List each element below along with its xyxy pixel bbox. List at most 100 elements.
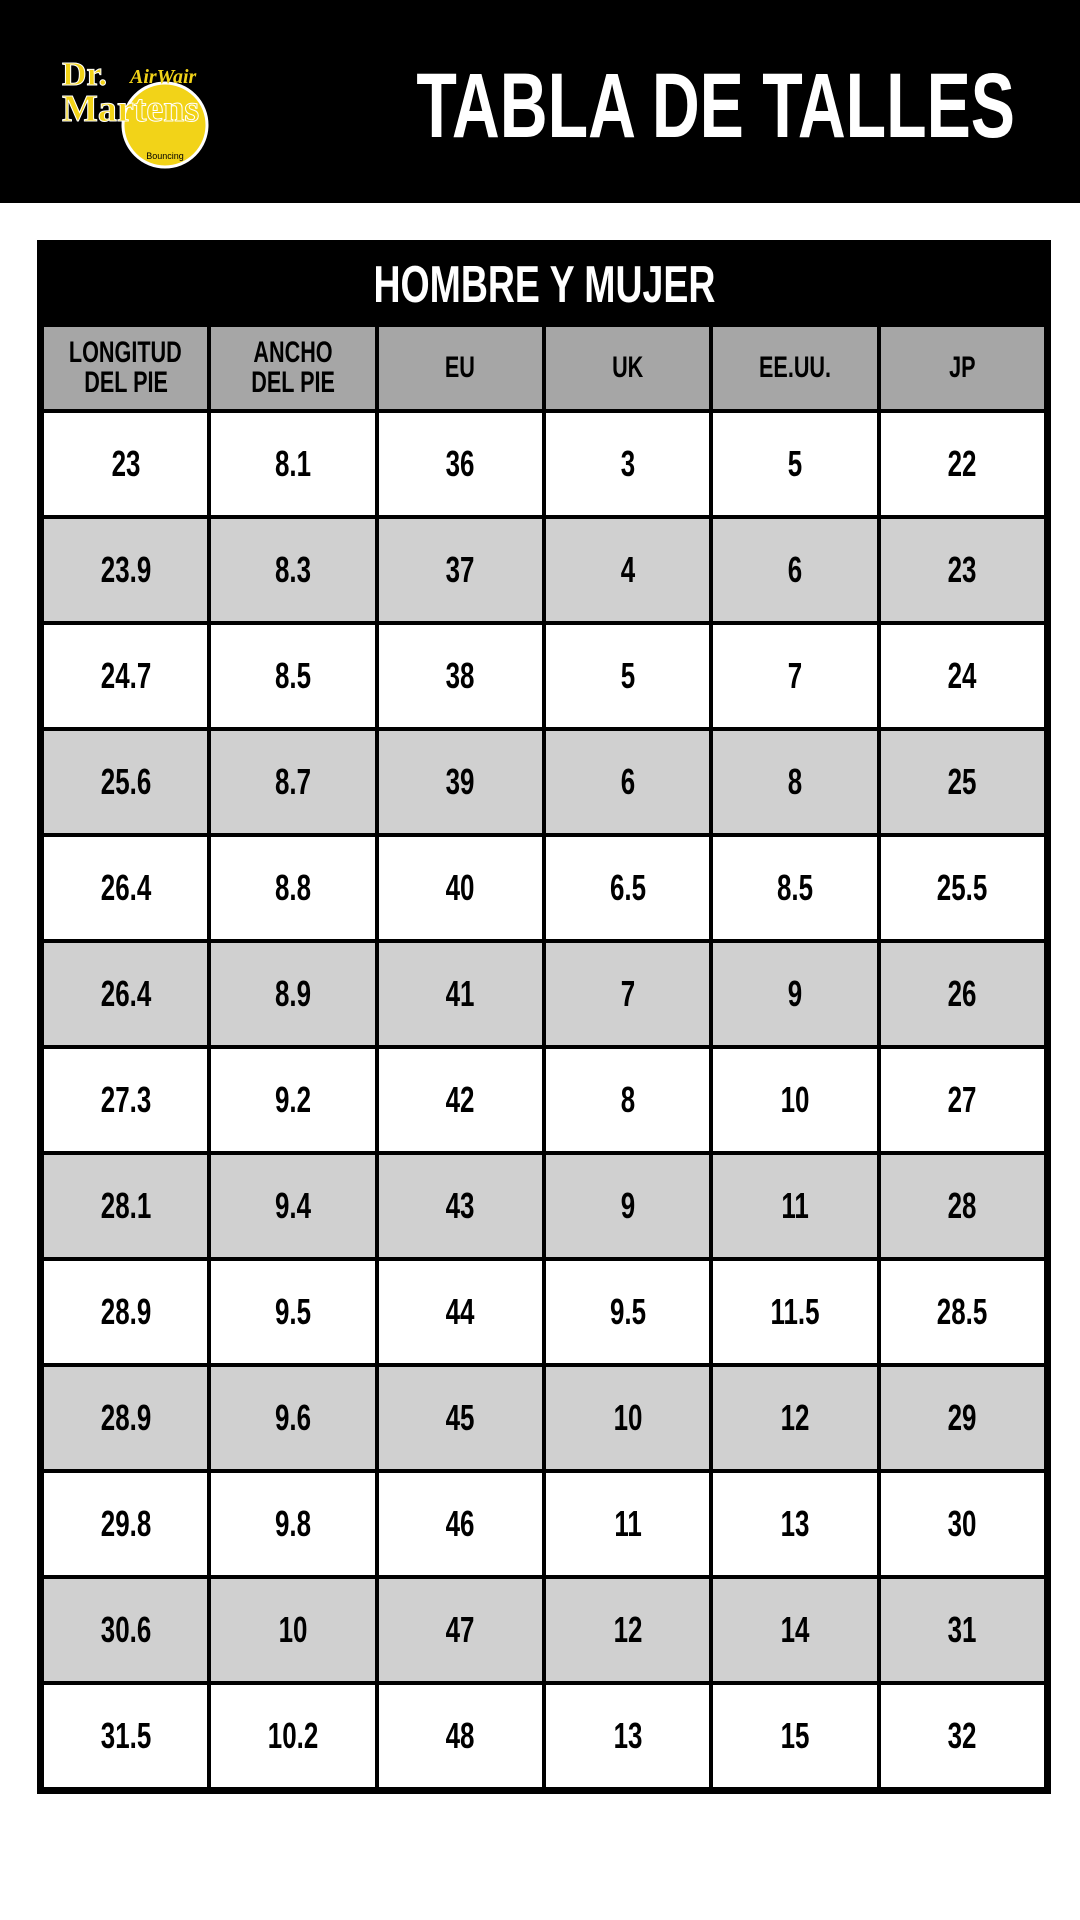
- cell-text: 28.9: [100, 1397, 151, 1438]
- header-line: ANCHO: [211, 338, 374, 368]
- header-bar: Dr. Martens AirWair Bouncing TABLA DE TA…: [0, 0, 1080, 203]
- cell-text: 11: [781, 1185, 809, 1226]
- cell-text: HOMBRE Y MUJER: [373, 256, 715, 314]
- table-cell: 10.2: [211, 1685, 375, 1787]
- cell-text: 8.7: [274, 761, 312, 802]
- cell-text: 41: [445, 973, 475, 1014]
- table-cell: 9.5: [545, 1261, 710, 1363]
- table-cell: 10: [713, 1049, 877, 1151]
- cell-text: DEL PIE: [251, 366, 335, 399]
- cell-text: 8.5: [274, 655, 312, 696]
- cell-text: 3: [620, 443, 635, 484]
- cell-text: 4: [620, 549, 635, 590]
- cell-text: 40: [445, 867, 475, 908]
- cell-text: 25.6: [100, 761, 151, 802]
- cell-text: 8.5: [776, 867, 813, 908]
- table-cell: 6: [545, 731, 710, 833]
- cell-text: 23.9: [100, 549, 151, 590]
- page-title-text: TABLA DE TALLES: [416, 55, 1015, 157]
- table-cell: 8: [545, 1049, 710, 1151]
- table-row: 28.1 9.4 43 9 11 28: [44, 1155, 1044, 1257]
- table-cell: 10: [545, 1367, 710, 1469]
- table-cell: 30.6: [44, 1579, 208, 1681]
- cell-text: 8: [787, 761, 803, 802]
- cell-text: EE.UU.: [758, 351, 831, 384]
- table-cell: 22: [880, 413, 1044, 515]
- table-cell: 28.9: [44, 1367, 208, 1469]
- column-header: LONGITUD DEL PIE: [44, 327, 208, 409]
- table-cell: 28: [880, 1155, 1044, 1257]
- table-cell: 23.9: [44, 519, 208, 621]
- table-cell: 25.6: [44, 731, 208, 833]
- cell-text: 8.1: [274, 443, 312, 484]
- cell-text: 27.3: [100, 1079, 151, 1120]
- table-cell: 8.1: [211, 413, 375, 515]
- cell-text: 12: [780, 1397, 810, 1438]
- table-cell: 36: [378, 413, 542, 515]
- table-cell: 27: [880, 1049, 1044, 1151]
- cell-text: DEL PIE: [83, 366, 168, 399]
- table-cell: 26.4: [44, 943, 208, 1045]
- table-cell: 4: [545, 519, 710, 621]
- table-cell: 28.5: [880, 1261, 1044, 1363]
- table-cell: 13: [713, 1473, 877, 1575]
- table-cell: 9.4: [211, 1155, 375, 1257]
- table-cell: 9: [713, 943, 877, 1045]
- table-row: 23.9 8.3 37 4 6 23: [44, 519, 1044, 621]
- cell-text: 9.5: [609, 1291, 646, 1332]
- cell-text: 14: [780, 1609, 810, 1650]
- table-cell: 31: [880, 1579, 1044, 1681]
- table-title: HOMBRE Y MUJER: [44, 247, 1044, 323]
- cell-text: 23: [111, 443, 141, 484]
- cell-text: 9.4: [274, 1185, 312, 1226]
- cell-text: 36: [445, 443, 475, 484]
- table-cell: 24.7: [44, 625, 208, 727]
- table-row: 23 8.1 36 3 5 22: [44, 413, 1044, 515]
- cell-text: 10: [780, 1079, 810, 1120]
- table-row: 31.5 10.2 48 13 15 32: [44, 1685, 1044, 1787]
- table-cell: 44: [378, 1261, 542, 1363]
- table-cell: 12: [545, 1579, 710, 1681]
- table-cell: 43: [378, 1155, 542, 1257]
- table-cell: 26.4: [44, 837, 208, 939]
- cell-text: 46: [445, 1503, 475, 1544]
- cell-text: 29: [947, 1397, 977, 1438]
- header-line: DEL PIE: [44, 368, 207, 398]
- table-cell: 9.5: [211, 1261, 375, 1363]
- cell-text: 24: [947, 655, 977, 696]
- table-cell: 11: [545, 1473, 710, 1575]
- cell-text: 26.4: [100, 973, 151, 1014]
- cell-text: 30.6: [100, 1609, 151, 1650]
- logo-sub: Bouncing: [146, 151, 184, 161]
- header-line: JP: [881, 353, 1044, 383]
- cell-text: JP: [949, 351, 976, 384]
- column-header: EE.UU.: [713, 327, 877, 409]
- cell-text: 9.2: [274, 1079, 312, 1120]
- cell-text: 9: [620, 1185, 635, 1226]
- table-cell: 8.5: [211, 625, 375, 727]
- header-line: LONGITUD: [44, 338, 207, 368]
- table-cell: 25: [880, 731, 1044, 833]
- table-cell: 28.1: [44, 1155, 208, 1257]
- table-row: 30.6 10 47 12 14 31: [44, 1579, 1044, 1681]
- table-cell: 11.5: [713, 1261, 877, 1363]
- header-line: EU: [379, 353, 542, 383]
- table-row: 24.7 8.5 38 5 7 24: [44, 625, 1044, 727]
- cell-text: 26: [947, 973, 977, 1014]
- cell-text: 45: [445, 1397, 475, 1438]
- table-row: 28.9 9.5 44 9.5 11.5 28.5: [44, 1261, 1044, 1363]
- cell-text: 23: [947, 549, 977, 590]
- table-cell: 9.8: [211, 1473, 375, 1575]
- header-line: EE.UU.: [713, 353, 876, 383]
- table-cell: 26: [880, 943, 1044, 1045]
- table-cell: 25.5: [880, 837, 1044, 939]
- table-cell: 9: [545, 1155, 710, 1257]
- cell-text: 11.5: [770, 1291, 820, 1332]
- cell-text: 15: [780, 1715, 810, 1756]
- table-cell: 42: [378, 1049, 542, 1151]
- column-header: UK: [545, 327, 710, 409]
- table-cell: 11: [713, 1155, 877, 1257]
- cell-text: 42: [445, 1079, 475, 1120]
- column-header: ANCHO DEL PIE: [211, 327, 375, 409]
- table-cell: 30: [880, 1473, 1044, 1575]
